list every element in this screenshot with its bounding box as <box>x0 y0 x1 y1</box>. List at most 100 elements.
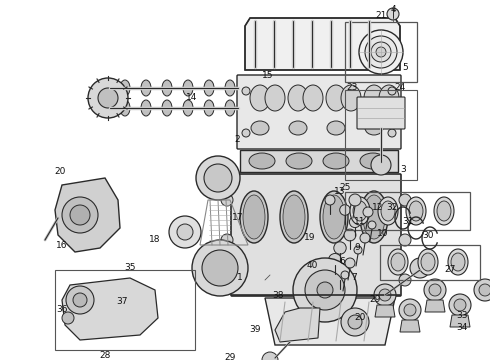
Circle shape <box>192 240 248 296</box>
Circle shape <box>449 294 471 316</box>
Ellipse shape <box>204 100 214 116</box>
Polygon shape <box>450 315 470 327</box>
Ellipse shape <box>141 80 151 96</box>
Ellipse shape <box>421 253 435 271</box>
Text: 10: 10 <box>377 230 389 238</box>
Circle shape <box>341 308 369 336</box>
Circle shape <box>262 352 278 360</box>
Polygon shape <box>62 278 158 340</box>
Circle shape <box>204 164 232 192</box>
Text: 36: 36 <box>56 306 68 315</box>
Bar <box>345 90 417 180</box>
Circle shape <box>349 194 361 206</box>
Text: 21: 21 <box>375 12 387 21</box>
Circle shape <box>344 229 356 241</box>
Circle shape <box>349 216 361 228</box>
Text: 38: 38 <box>272 291 284 300</box>
Ellipse shape <box>381 201 395 221</box>
Text: 15: 15 <box>262 72 274 81</box>
Circle shape <box>345 258 355 268</box>
Circle shape <box>388 87 396 95</box>
Ellipse shape <box>283 195 305 239</box>
Ellipse shape <box>448 249 468 275</box>
Text: 27: 27 <box>444 266 456 274</box>
Circle shape <box>354 246 362 254</box>
Ellipse shape <box>360 191 388 243</box>
Text: 29: 29 <box>224 354 236 360</box>
Circle shape <box>387 8 399 20</box>
Circle shape <box>348 315 362 329</box>
Circle shape <box>379 289 391 301</box>
Ellipse shape <box>323 195 345 239</box>
Circle shape <box>317 282 333 298</box>
Text: 7: 7 <box>351 274 357 283</box>
Circle shape <box>371 42 391 62</box>
FancyBboxPatch shape <box>357 97 405 129</box>
Circle shape <box>202 250 238 286</box>
Ellipse shape <box>451 253 465 271</box>
Circle shape <box>376 47 386 57</box>
Polygon shape <box>55 178 120 252</box>
Ellipse shape <box>365 121 383 135</box>
Circle shape <box>454 299 466 311</box>
Ellipse shape <box>409 201 423 221</box>
Circle shape <box>365 36 397 68</box>
Circle shape <box>360 233 370 243</box>
Circle shape <box>177 224 193 240</box>
Text: 9: 9 <box>354 243 360 252</box>
Text: 16: 16 <box>56 240 68 249</box>
Circle shape <box>333 268 347 282</box>
Bar <box>240 150 398 172</box>
Circle shape <box>62 197 98 233</box>
Text: 6: 6 <box>339 257 345 266</box>
Circle shape <box>305 270 345 310</box>
Ellipse shape <box>350 197 370 225</box>
Text: 34: 34 <box>456 324 467 333</box>
Polygon shape <box>375 305 395 317</box>
Ellipse shape <box>303 85 323 111</box>
Polygon shape <box>275 308 320 342</box>
Ellipse shape <box>286 153 312 169</box>
Circle shape <box>429 284 441 296</box>
FancyBboxPatch shape <box>237 75 401 149</box>
Circle shape <box>98 88 118 108</box>
Text: 20: 20 <box>354 314 366 323</box>
Text: 25: 25 <box>339 184 351 193</box>
Circle shape <box>325 195 335 205</box>
Circle shape <box>66 286 94 314</box>
Circle shape <box>424 279 446 301</box>
Ellipse shape <box>243 195 265 239</box>
Text: 35: 35 <box>124 264 136 273</box>
Ellipse shape <box>249 153 275 169</box>
Circle shape <box>334 242 346 254</box>
Circle shape <box>410 258 430 278</box>
Text: 13: 13 <box>334 188 346 197</box>
Text: 12: 12 <box>372 203 384 212</box>
Text: 24: 24 <box>394 84 406 93</box>
Text: 40: 40 <box>306 261 318 270</box>
Ellipse shape <box>388 249 408 275</box>
Circle shape <box>242 87 250 95</box>
Circle shape <box>374 284 396 306</box>
Ellipse shape <box>360 153 386 169</box>
Ellipse shape <box>183 100 193 116</box>
Ellipse shape <box>251 121 269 135</box>
Polygon shape <box>265 298 395 345</box>
Text: 37: 37 <box>116 297 128 306</box>
Ellipse shape <box>120 100 130 116</box>
FancyBboxPatch shape <box>231 174 401 296</box>
Ellipse shape <box>225 100 235 116</box>
Circle shape <box>293 258 357 322</box>
Ellipse shape <box>162 80 172 96</box>
Circle shape <box>62 312 74 324</box>
Circle shape <box>221 234 233 246</box>
Text: 31: 31 <box>402 217 414 226</box>
Circle shape <box>341 271 349 279</box>
Text: 32: 32 <box>386 203 398 212</box>
Text: 1: 1 <box>237 274 243 283</box>
Ellipse shape <box>120 80 130 96</box>
Ellipse shape <box>353 201 367 221</box>
Circle shape <box>474 279 490 301</box>
Bar <box>345 192 470 230</box>
Ellipse shape <box>437 201 451 221</box>
